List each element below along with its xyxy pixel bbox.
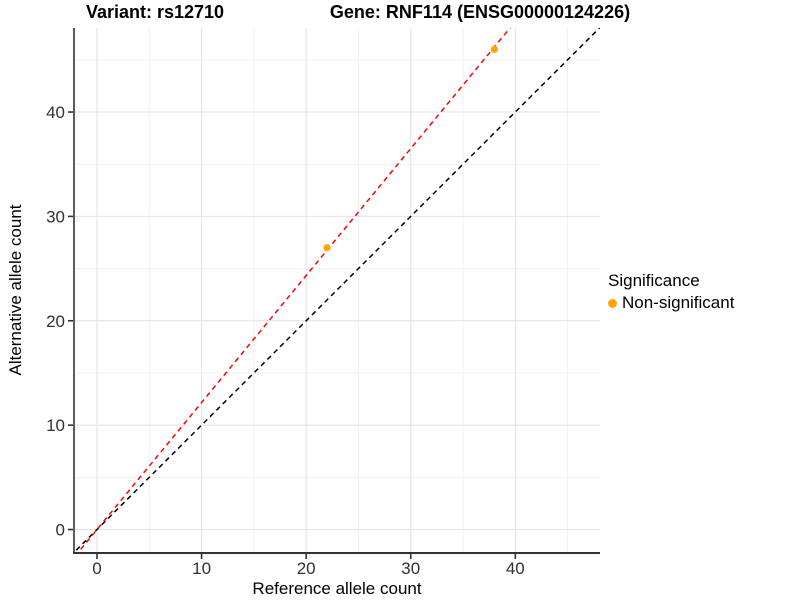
y-tick-label: 30 <box>46 207 65 226</box>
y-tick-label: 40 <box>46 103 65 122</box>
x-tick-label: 40 <box>506 559 525 578</box>
legend-title: Significance <box>608 271 700 290</box>
x-tick-label: 0 <box>92 559 101 578</box>
legend-item-label: Non-significant <box>622 293 735 312</box>
y-axis-title: Alternative allele count <box>6 204 25 376</box>
identity-line <box>74 28 600 553</box>
data-point <box>490 45 498 53</box>
gene-title: Gene: RNF114 (ENSG00000124226) <box>329 2 631 22</box>
legend: Significance Non-significant <box>608 271 734 313</box>
x-tick-label: 30 <box>401 559 420 578</box>
allelic-ratio-line <box>76 28 511 553</box>
y-tick-label: 20 <box>46 312 65 331</box>
legend-item-non-significant: Non-significant <box>608 293 734 313</box>
x-tick-label: 10 <box>192 559 211 578</box>
x-tick-label: 20 <box>297 559 316 578</box>
legend-point-icon <box>608 298 617 308</box>
x-axis-title: Reference allele count <box>252 579 422 598</box>
y-tick-label: 0 <box>56 521 65 540</box>
data-point <box>323 244 331 252</box>
y-tick-label: 10 <box>46 416 65 435</box>
variant-title: Variant: rs12710 <box>85 2 225 22</box>
